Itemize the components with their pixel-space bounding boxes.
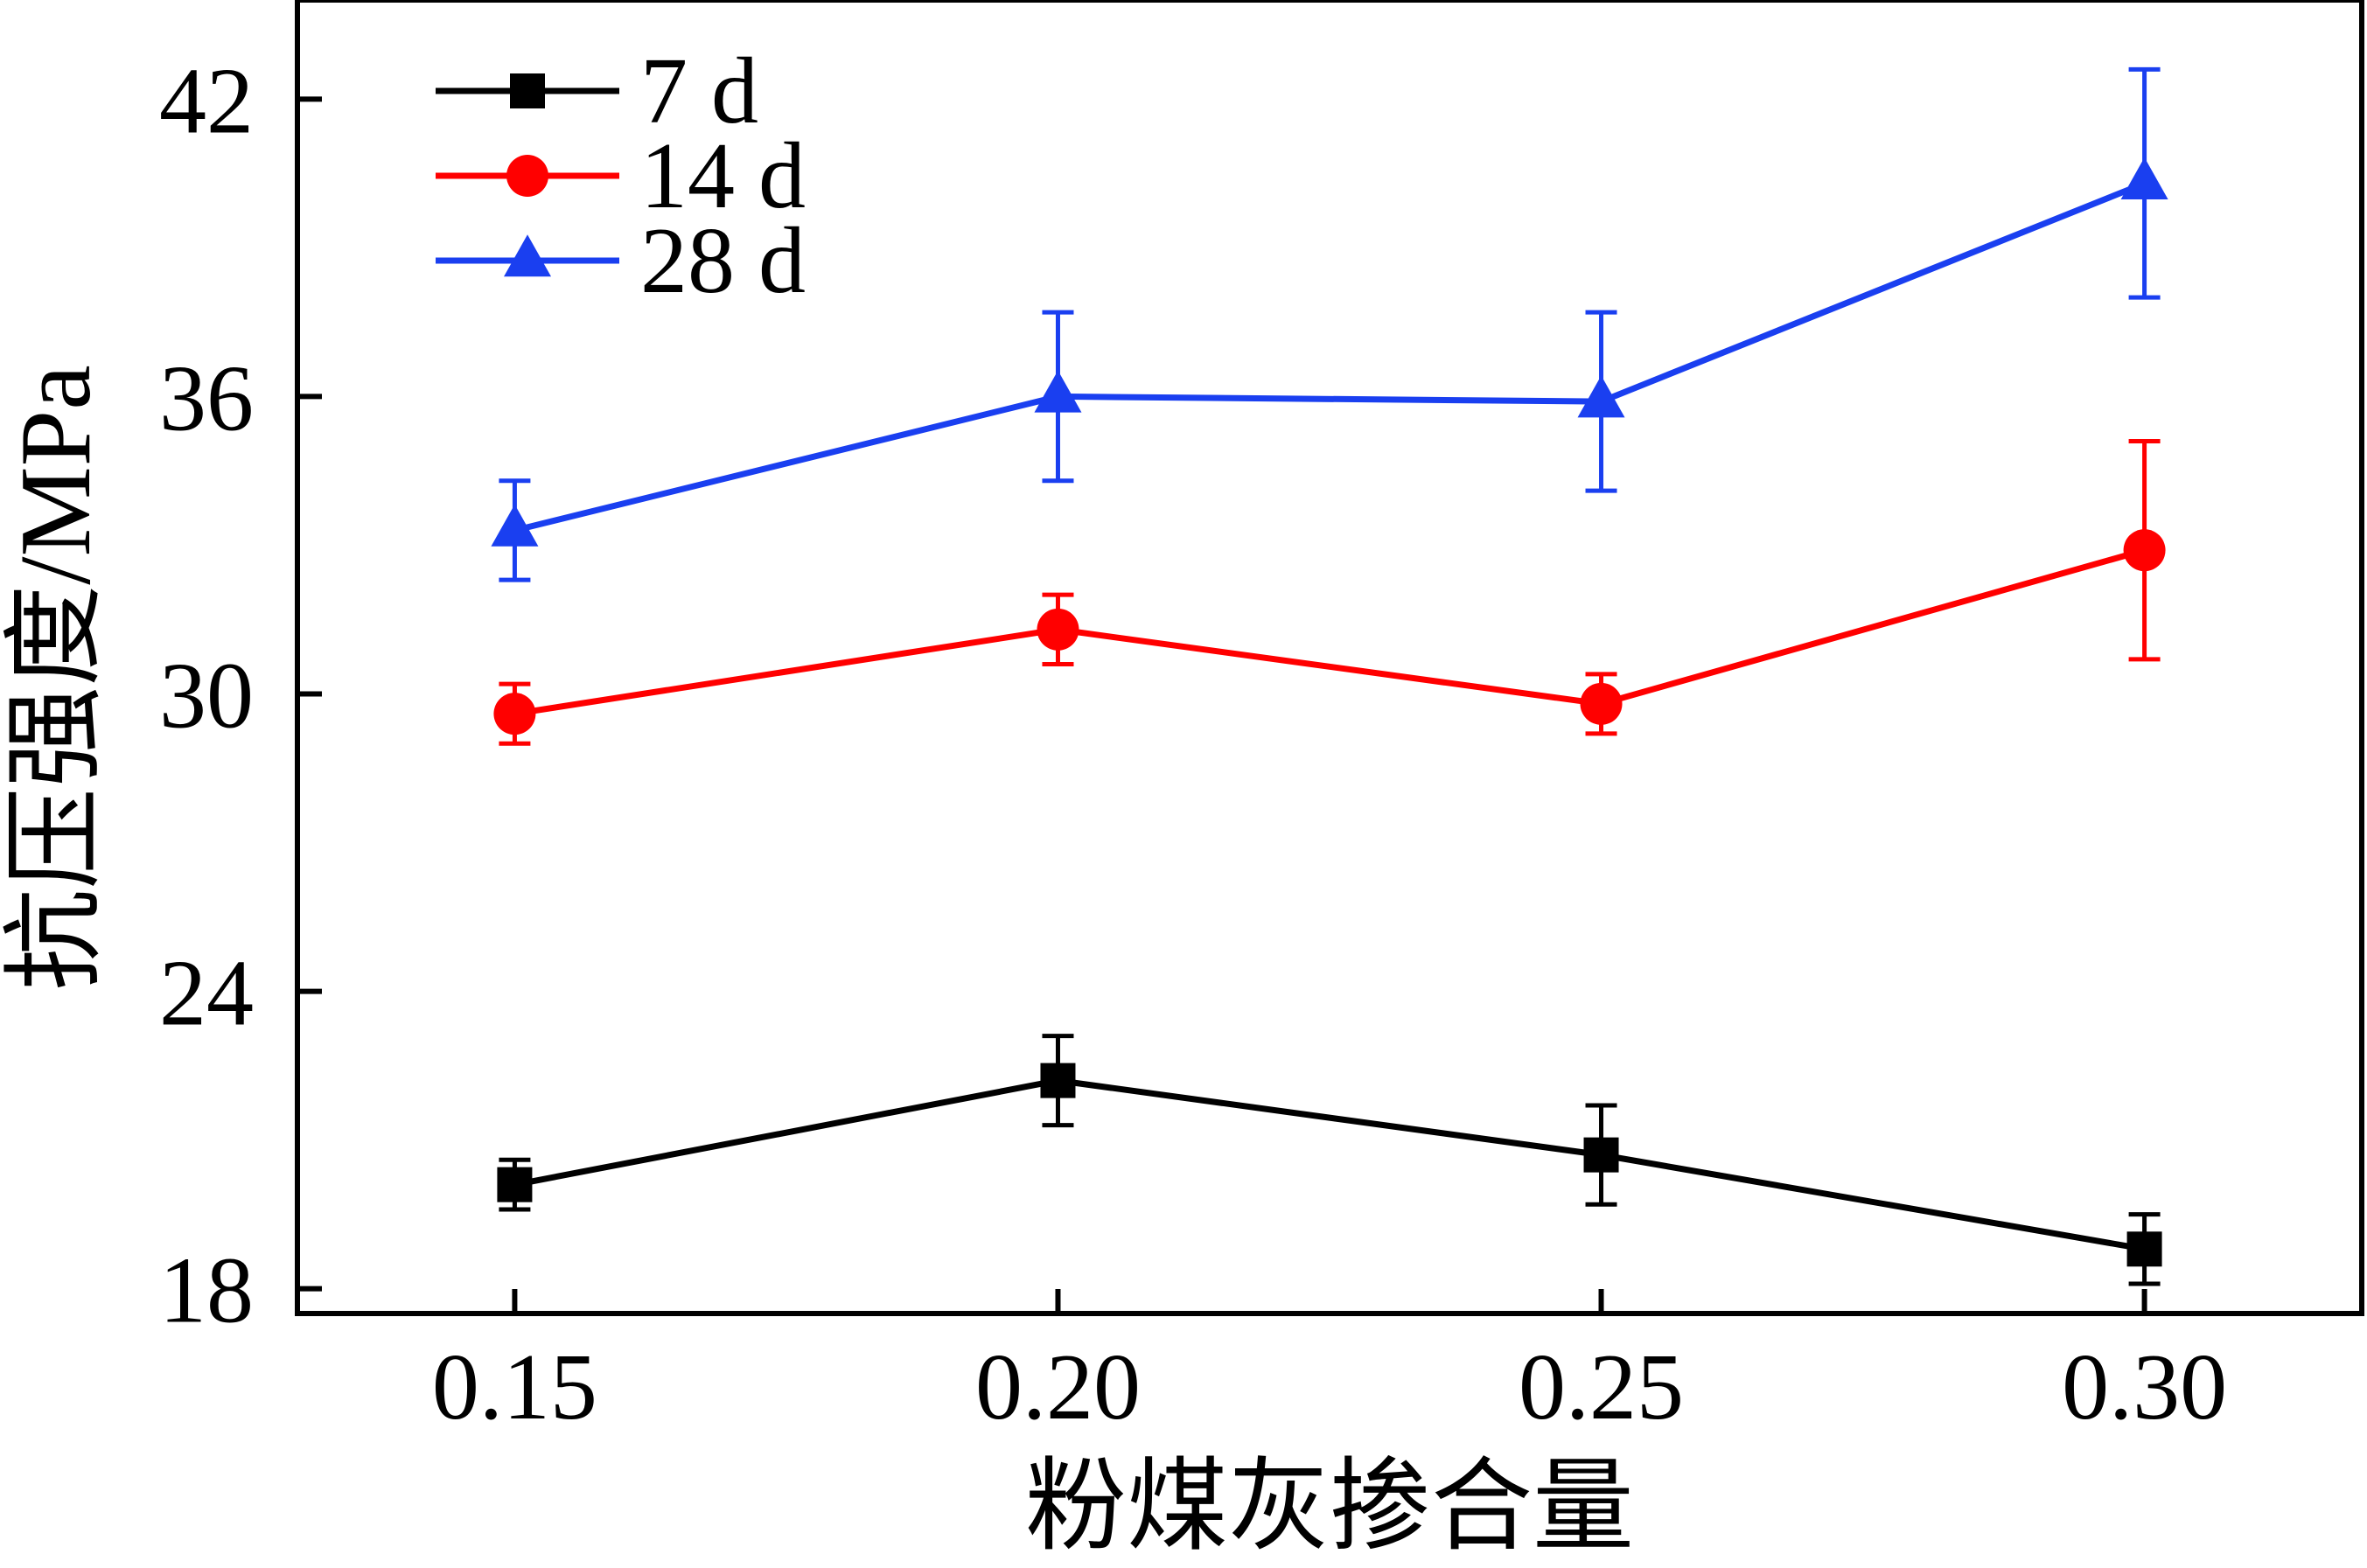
legend-entry: 7 d: [436, 39, 758, 143]
series-line: [513, 180, 2146, 533]
data-point: [2123, 529, 2166, 572]
y-tick-label: 36: [159, 346, 254, 450]
legend-entry: 28 d: [436, 209, 806, 313]
data-point: [493, 693, 536, 735]
series-2: [493, 438, 2166, 746]
data-point: [1583, 1137, 1619, 1173]
data-point: [1037, 608, 1079, 651]
data-point: [2120, 157, 2168, 199]
series-layer: [491, 66, 2168, 1286]
data-point: [1040, 1063, 1076, 1098]
series-3: [491, 66, 2168, 582]
legend-marker: [504, 234, 551, 277]
data-point: [2126, 1231, 2162, 1267]
y-tick-label: 30: [159, 645, 254, 749]
data-point: [497, 1167, 533, 1202]
series-line: [513, 547, 2146, 717]
legend-marker: [510, 73, 545, 108]
data-point: [491, 504, 539, 547]
x-tick-label: 0.15: [432, 1335, 597, 1439]
series-line: [513, 1077, 2146, 1252]
y-tick-label: 24: [159, 942, 254, 1046]
data-point: [1577, 375, 1625, 418]
legend-label: 28 d: [640, 209, 806, 313]
plot-frame: [295, 0, 2364, 1316]
x-axis-title: 粉煤灰掺合量: [1025, 1452, 1634, 1564]
x-axis-ticks: 0.15 0.20 0.25 0.30: [432, 1289, 2227, 1439]
y-tick-label: 42: [159, 49, 254, 153]
y-tick-label: 18: [159, 1239, 254, 1343]
legend-marker: [506, 155, 548, 197]
y-axis-ticks: 18 24 30 36 42: [159, 49, 322, 1343]
y-axis-title: 抗压强度/MPa: [0, 365, 112, 990]
x-tick-label: 0.30: [2062, 1335, 2227, 1439]
data-point: [1034, 370, 1082, 413]
series-1: [497, 1034, 2162, 1286]
legend-entry: 14 d: [436, 124, 806, 228]
x-tick-label: 0.20: [975, 1335, 1141, 1439]
legend-label: 14 d: [640, 124, 806, 228]
legend-label: 7 d: [640, 39, 758, 143]
legend: 7 d14 d28 d: [436, 39, 806, 313]
x-tick-label: 0.25: [1519, 1335, 1684, 1439]
data-point: [1580, 682, 1623, 725]
